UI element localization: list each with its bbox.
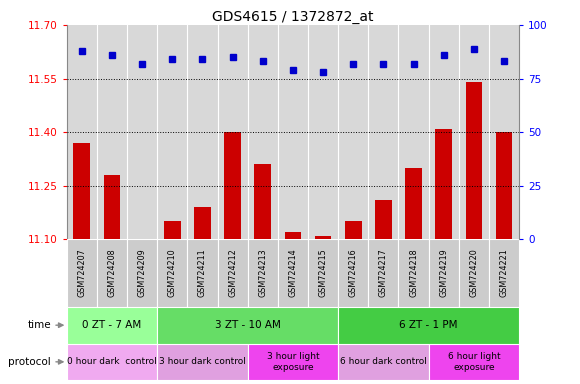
Bar <box>315 236 331 239</box>
Bar <box>398 239 429 307</box>
Bar <box>338 239 368 307</box>
Text: GSM724214: GSM724214 <box>288 249 298 297</box>
Bar <box>489 239 519 307</box>
Bar <box>496 132 512 239</box>
Text: GSM724216: GSM724216 <box>349 249 358 297</box>
Text: 6 hour light
exposure: 6 hour light exposure <box>448 352 500 372</box>
Bar <box>429 239 459 307</box>
Bar <box>104 175 120 239</box>
Bar <box>224 132 241 239</box>
Text: GSM724210: GSM724210 <box>168 249 177 297</box>
Bar <box>164 221 180 239</box>
Bar <box>218 239 248 307</box>
Bar <box>255 164 271 239</box>
Text: GSM724215: GSM724215 <box>318 249 328 298</box>
Text: 6 ZT - 1 PM: 6 ZT - 1 PM <box>400 320 458 330</box>
Bar <box>157 344 248 380</box>
Bar <box>405 168 422 239</box>
Bar <box>67 239 97 307</box>
Bar <box>194 207 211 239</box>
Bar <box>248 344 338 380</box>
Text: GSM724208: GSM724208 <box>107 249 117 297</box>
Text: GSM724209: GSM724209 <box>137 249 147 298</box>
Text: GSM724221: GSM724221 <box>499 249 509 298</box>
Bar <box>127 239 157 307</box>
Bar <box>67 307 157 344</box>
Text: GSM724211: GSM724211 <box>198 249 207 297</box>
Bar <box>157 307 338 344</box>
Text: GSM724207: GSM724207 <box>77 249 86 298</box>
Bar <box>338 307 519 344</box>
Bar <box>97 239 127 307</box>
Bar <box>338 344 429 380</box>
Text: protocol: protocol <box>8 357 51 367</box>
Bar <box>248 239 278 307</box>
Text: GSM724218: GSM724218 <box>409 249 418 297</box>
Bar <box>187 239 218 307</box>
Bar <box>278 239 308 307</box>
Title: GDS4615 / 1372872_at: GDS4615 / 1372872_at <box>212 10 374 24</box>
Text: 3 ZT - 10 AM: 3 ZT - 10 AM <box>215 320 281 330</box>
Bar <box>368 239 398 307</box>
Bar <box>466 82 482 239</box>
Text: 3 hour light
exposure: 3 hour light exposure <box>267 352 319 372</box>
Bar <box>157 239 187 307</box>
Text: GSM724219: GSM724219 <box>439 249 448 298</box>
Bar <box>308 239 338 307</box>
Bar <box>345 221 361 239</box>
Bar <box>436 129 452 239</box>
Bar <box>74 143 90 239</box>
Bar <box>375 200 392 239</box>
Bar <box>429 344 519 380</box>
Text: time: time <box>27 320 51 330</box>
Text: GSM724220: GSM724220 <box>469 249 478 298</box>
Text: 0 hour dark  control: 0 hour dark control <box>67 358 157 366</box>
Text: GSM724212: GSM724212 <box>228 249 237 298</box>
Bar <box>67 344 157 380</box>
Bar <box>459 239 489 307</box>
Text: GSM724213: GSM724213 <box>258 249 267 297</box>
Text: GSM724217: GSM724217 <box>379 249 388 298</box>
Text: 0 ZT - 7 AM: 0 ZT - 7 AM <box>82 320 142 330</box>
Bar <box>285 232 301 239</box>
Text: 3 hour dark control: 3 hour dark control <box>159 358 246 366</box>
Text: 6 hour dark control: 6 hour dark control <box>340 358 427 366</box>
